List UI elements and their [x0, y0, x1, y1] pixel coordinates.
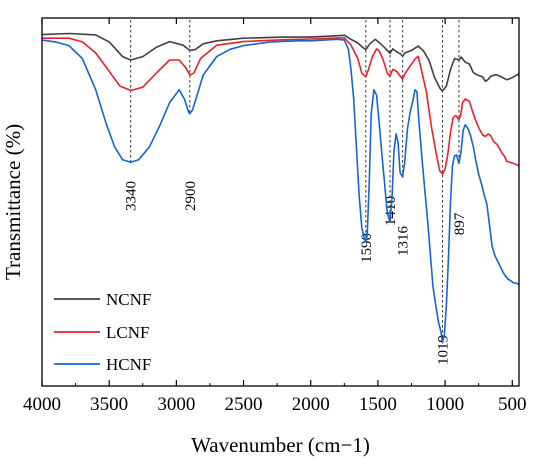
- annotation-label-1316: 1316: [396, 226, 412, 257]
- annotation-label-2900: 2900: [183, 181, 199, 211]
- annotation-label-1590: 1590: [359, 233, 375, 263]
- legend-label-lcnf: LCNF: [106, 323, 149, 342]
- x-tick-label-3500: 3500: [90, 394, 128, 415]
- legend-label-ncnf: NCNF: [106, 290, 151, 309]
- legend: NCNF LCNF HCNF: [54, 290, 151, 374]
- legend-label-hcnf: HCNF: [106, 355, 151, 374]
- series-layer: [41, 32, 520, 344]
- annotation-label-3340: 3340: [124, 181, 140, 211]
- x-tick-label-3000: 3000: [157, 394, 195, 415]
- x-tick-label-2000: 2000: [292, 394, 330, 415]
- x-axis-title: Wavenumber (cm−1): [191, 433, 370, 457]
- x-tick-label-2500: 2500: [225, 394, 263, 415]
- x-tick-label-1000: 1000: [426, 394, 464, 415]
- series-line-hcnf: [41, 38, 520, 344]
- series-line-lcnf: [42, 37, 520, 175]
- x-tick-label-1500: 1500: [359, 394, 397, 415]
- y-axis-title: Transmittance (%): [1, 124, 25, 280]
- annotation-label-897: 897: [452, 212, 468, 235]
- x-axis: 4000 3500 3000 2500 2000 1500 1000 500: [23, 18, 527, 415]
- plot-frame: [41, 17, 520, 387]
- series-line-ncnf: [41, 32, 520, 92]
- x-tick-label-4000: 4000: [23, 394, 61, 415]
- x-tick-label-500: 500: [498, 394, 527, 415]
- annotation-label-1019: 1019: [436, 335, 452, 365]
